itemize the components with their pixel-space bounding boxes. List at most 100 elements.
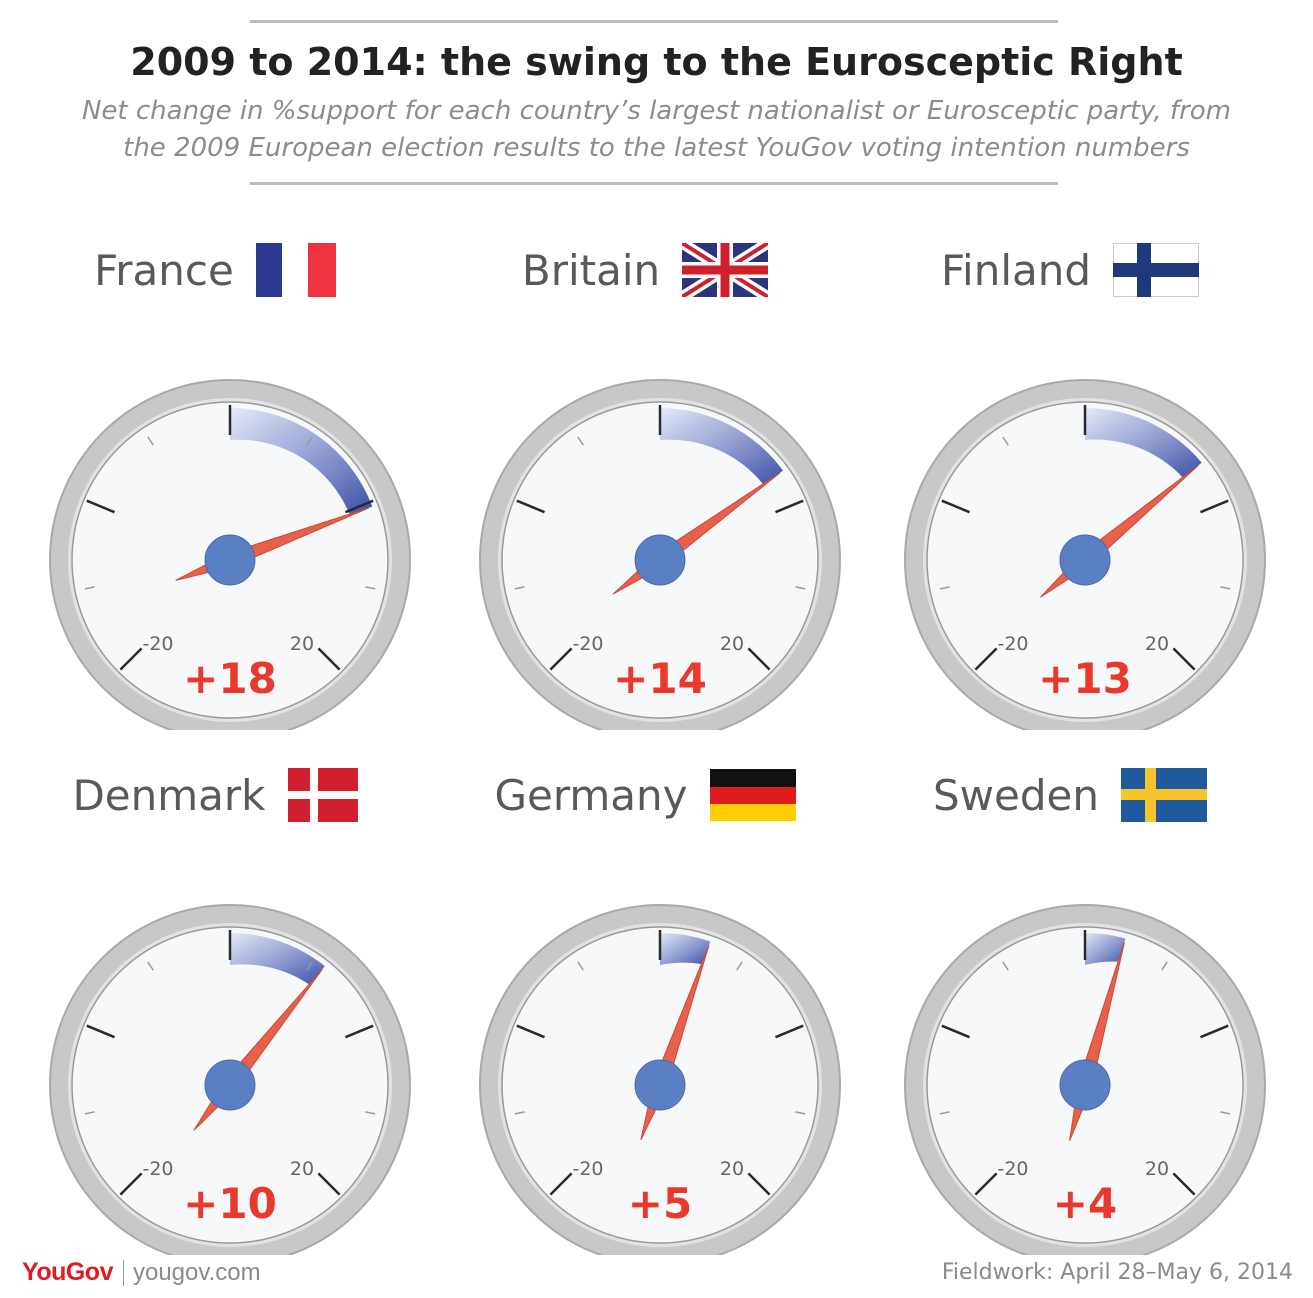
fieldwork-note: Fieldwork: April 28–May 6, 2014	[941, 1260, 1293, 1285]
gauge-value-label: +13	[1038, 654, 1132, 703]
gauge-panel-britain: -20 20 +14 Britain	[435, 230, 855, 730]
gauge-tick	[147, 961, 154, 971]
tick-label-neg: -20	[142, 1158, 173, 1180]
gauge-panel-germany: -20 20 +5 Germany	[435, 755, 855, 1255]
value-arc	[230, 933, 325, 985]
country-name: Sweden	[933, 770, 1099, 820]
gauge-tick	[1172, 647, 1196, 671]
gauge-tick	[84, 586, 95, 590]
header-rule-top	[250, 20, 1058, 23]
tick-label-pos: 20	[290, 1158, 314, 1180]
gauge-tick	[795, 1111, 806, 1115]
gauge-value-label: +14	[613, 654, 707, 703]
tick-label-neg: -20	[997, 633, 1028, 655]
value-arc	[1085, 933, 1126, 965]
gauge-panel-france: -20 20 +18 France	[5, 230, 425, 730]
gauge-tick	[147, 436, 154, 446]
country-name: Germany	[494, 770, 688, 820]
panel-header: Sweden	[860, 755, 1280, 835]
gauge-finland: -20 20 +13	[904, 379, 1266, 730]
gauge-tick	[549, 647, 573, 671]
tick-label-neg: -20	[572, 1158, 603, 1180]
gauge-tick	[516, 1024, 545, 1039]
value-arc	[230, 408, 373, 516]
value-arc	[1085, 408, 1202, 478]
gauge-tick	[1002, 961, 1009, 971]
country-name: France	[94, 245, 234, 295]
gauge-tick	[306, 436, 313, 446]
tick-label-neg: -20	[572, 633, 603, 655]
gauge-tick	[939, 586, 950, 590]
needle-hub	[204, 534, 256, 586]
gauge-tick	[119, 1172, 143, 1196]
yougov-logo: YouGov	[22, 1258, 113, 1286]
gauge-tick	[549, 1172, 573, 1196]
gauge-tick	[365, 586, 376, 590]
gauge-tick	[577, 436, 584, 446]
tick-label-pos: 20	[1145, 633, 1169, 655]
gauge-tick	[974, 647, 998, 671]
gauge-tick	[1200, 499, 1229, 514]
needle-hub	[1059, 1059, 1111, 1111]
gauge-panel-sweden: -20 20 +4 Sweden	[860, 755, 1280, 1255]
tick-label-pos: 20	[720, 1158, 744, 1180]
france-flag-icon	[255, 243, 336, 297]
chart-title: 2009 to 2014: the swing to the Euroscept…	[130, 40, 1183, 84]
panel-header: Finland	[860, 230, 1280, 310]
denmark-flag-icon	[287, 768, 358, 822]
gauge-tick	[317, 1172, 341, 1196]
footer-brand: YouGov yougov.com	[22, 1258, 261, 1287]
gauge-tick	[775, 1024, 804, 1039]
gauge-panel-denmark: -20 20 +10 Denmark	[5, 755, 425, 1255]
gauge-tick	[516, 499, 545, 514]
gauge-tick	[1002, 436, 1009, 446]
subtitle-line-2: the 2009 European election results to th…	[123, 133, 1190, 163]
uk-flag-icon	[682, 243, 769, 297]
gauge-tick	[747, 647, 771, 671]
finland-flag-icon	[1113, 243, 1200, 297]
panel-header: France	[5, 230, 425, 310]
gauge-sweden: -20 20 +4	[904, 904, 1266, 1255]
gauge-tick	[86, 1024, 115, 1039]
gauge-tick	[1161, 961, 1168, 971]
panel-header: Germany	[435, 755, 855, 835]
country-name: Britain	[521, 245, 661, 295]
needle-hub	[204, 1059, 256, 1111]
tick-label-neg: -20	[142, 633, 173, 655]
gauge-value-label: +4	[1053, 1179, 1117, 1228]
tick-label-pos: 20	[290, 633, 314, 655]
tick-label-neg: -20	[997, 1158, 1028, 1180]
gauge-tick	[306, 961, 313, 971]
gauge-tick	[1220, 586, 1231, 590]
chart-subtitle: Net change in %support for each country’…	[20, 93, 1293, 167]
gauge-tick	[795, 586, 806, 590]
gauge-tick	[514, 1111, 525, 1115]
gauge-tick	[345, 1024, 374, 1039]
gauge-tick	[86, 499, 115, 514]
gauge-tick	[941, 499, 970, 514]
country-name: Finland	[940, 245, 1092, 295]
gauge-value-label: +10	[183, 1179, 277, 1228]
gauge-germany: -20 20 +5	[479, 904, 841, 1255]
gauge-value-label: +18	[183, 654, 277, 703]
gauge-tick	[939, 1111, 950, 1115]
tick-label-pos: 20	[720, 633, 744, 655]
gauge-tick	[747, 1172, 771, 1196]
value-arc	[660, 933, 711, 965]
gauge-tick	[1161, 436, 1168, 446]
gauge-tick	[577, 961, 584, 971]
gauge-britain: -20 20 +14	[479, 379, 841, 730]
gauge-tick	[736, 961, 743, 971]
gauge-tick	[514, 586, 525, 590]
gauge-tick	[1200, 1024, 1229, 1039]
footer-site: yougov.com	[132, 1258, 261, 1286]
gauge-tick	[974, 1172, 998, 1196]
gauge-tick	[345, 499, 374, 514]
gauge-tick	[941, 1024, 970, 1039]
panel-header: Britain	[435, 230, 855, 310]
sweden-flag-icon	[1120, 768, 1207, 822]
country-name: Denmark	[72, 770, 266, 820]
value-arc	[660, 408, 783, 485]
subtitle-line-1: Net change in %support for each country’…	[81, 96, 1232, 126]
header-rule-bottom	[250, 182, 1058, 185]
